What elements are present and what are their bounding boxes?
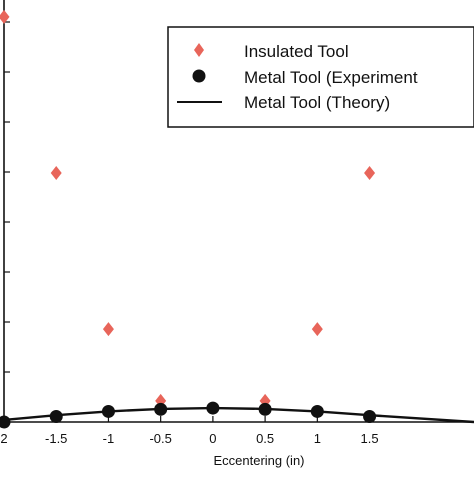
legend-metal-experiment-marker [192, 69, 206, 83]
metal-experiment-point [49, 410, 63, 424]
legend-metal-theory-label: Metal Tool (Theory) [244, 93, 390, 112]
x-tick-label: -1.5 [45, 431, 67, 446]
x-tick-label: -0.5 [149, 431, 171, 446]
x-tick-label: 2 [0, 431, 7, 446]
metal-experiment-point [154, 402, 168, 416]
metal-experiment-point [101, 404, 115, 418]
legend-insulated-marker [194, 43, 204, 57]
legend-insulated-label: Insulated Tool [244, 42, 349, 61]
x-tick-label: 0 [209, 431, 216, 446]
legend: Insulated Tool Metal Tool (Experiment Me… [167, 26, 474, 128]
metal-experiment-point [206, 401, 220, 415]
x-tick-label: 1.5 [361, 431, 379, 446]
insulated-point [0, 9, 10, 24]
x-axis-label: Eccentering (in) [213, 453, 304, 468]
legend-metal-experiment-label: Metal Tool (Experiment [244, 68, 418, 87]
metal-experiment-point [258, 402, 272, 416]
insulated-point [102, 322, 114, 337]
x-tick-label: 0.5 [256, 431, 274, 446]
series-layer [0, 9, 474, 429]
y-ticks [4, 21, 10, 373]
insulated-point [364, 166, 376, 181]
x-tick-label: -1 [103, 431, 115, 446]
metal-experiment-point [0, 415, 11, 429]
metal-experiment-point [363, 410, 377, 424]
x-ticks: 2 -1.5 -1 -0.5 0 0.5 1 1.5 [0, 416, 379, 446]
insulated-point [50, 166, 62, 181]
x-tick-label: 1 [314, 431, 321, 446]
legend-box [167, 26, 474, 128]
insulated-point [311, 322, 323, 337]
metal-experiment-point [310, 404, 324, 418]
